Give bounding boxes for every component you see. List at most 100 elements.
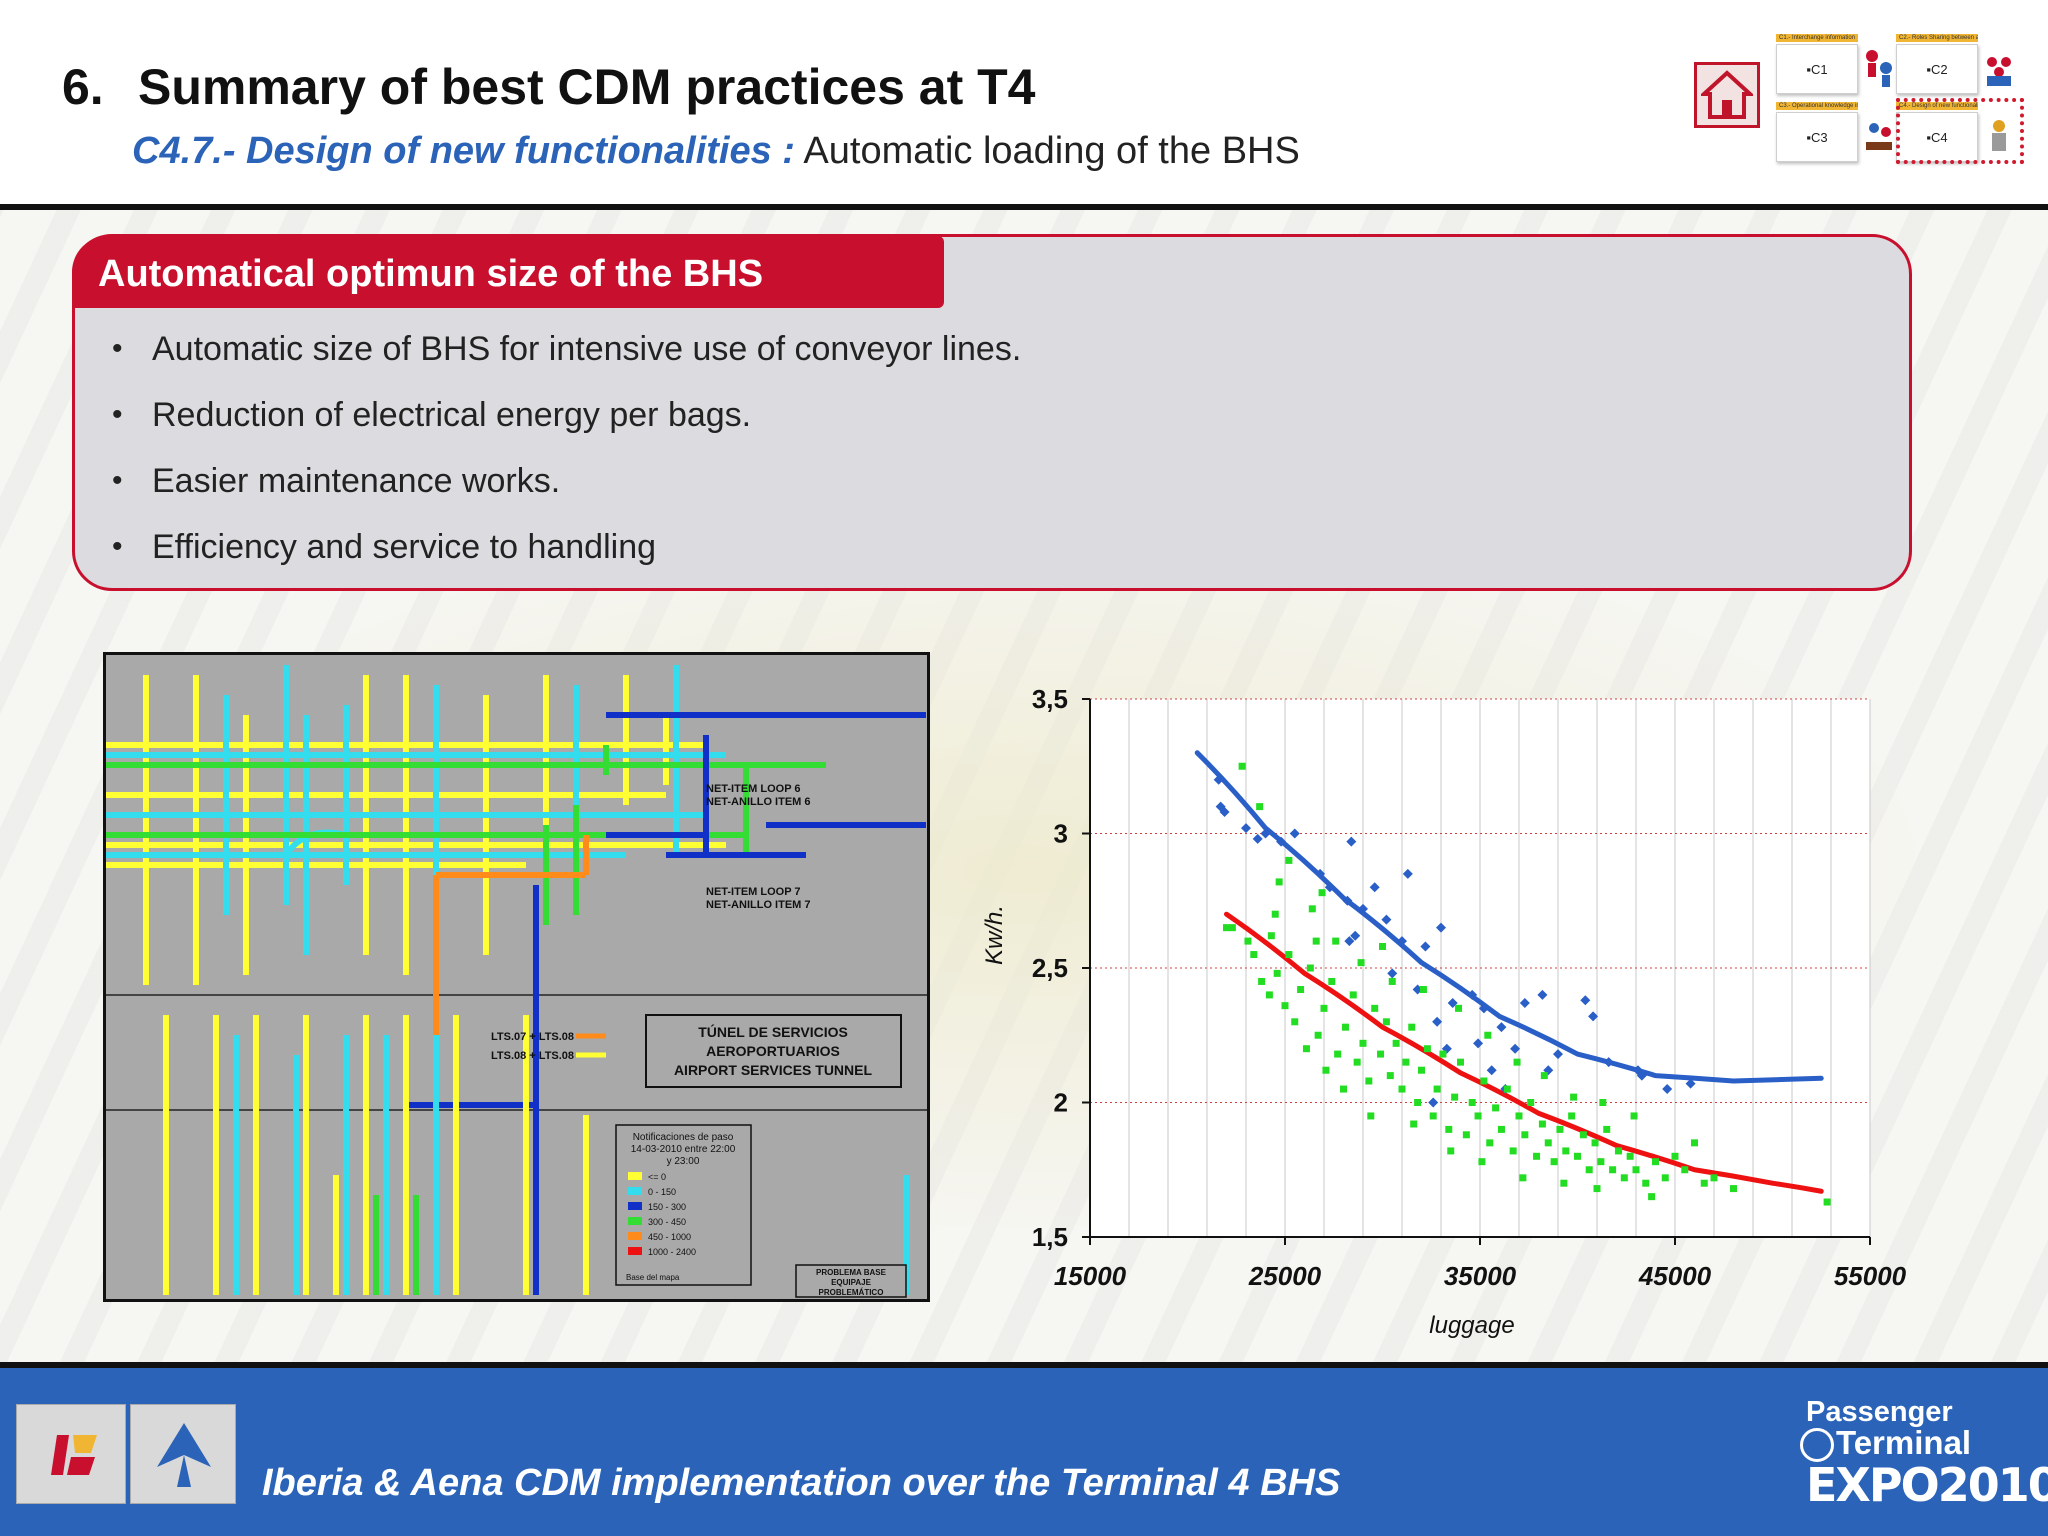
nav-c3[interactable]: C3.- Operational knowledge interchange ▪… [1776, 102, 1896, 164]
header-divider [0, 204, 2048, 210]
data-point-blue [1387, 968, 1398, 979]
data-point-green [1308, 905, 1316, 913]
x-tick-label: 55000 [1834, 1261, 1907, 1291]
data-point-blue [1402, 868, 1413, 879]
data-point-green [1447, 1147, 1455, 1155]
meeting-icon [1866, 123, 1892, 150]
data-point-green [1591, 1139, 1599, 1147]
data-point-blue [1219, 806, 1230, 817]
problem-label-2: EQUIPAJE [831, 1278, 872, 1287]
data-point-green [1632, 1166, 1640, 1174]
data-point-blue [1369, 882, 1380, 893]
section-nav: C1.- Interchange information ▪C1 C2.- Ro… [1776, 34, 2020, 164]
data-point-green [1265, 991, 1273, 999]
data-point-green [1445, 1125, 1453, 1133]
data-point-green [1297, 986, 1305, 994]
slide-title: Summary of best CDM practices at T4 [138, 59, 1036, 115]
data-point-green [1497, 1125, 1505, 1133]
data-point-green [1332, 937, 1340, 945]
slide-footer [0, 1368, 2048, 1536]
data-point-green [1642, 1179, 1650, 1187]
data-point-green [1302, 1045, 1310, 1053]
data-point-blue [1315, 868, 1326, 879]
nav-c1[interactable]: C1.- Interchange information ▪C1 [1776, 34, 1896, 96]
data-point-green [1382, 1018, 1390, 1026]
y-tick-label: 3,5 [1032, 684, 1068, 714]
x-tick-label: 15000 [1054, 1261, 1127, 1291]
data-point-green [1392, 1039, 1400, 1047]
data-point-green [1318, 889, 1326, 897]
data-point-green [1250, 951, 1258, 959]
data-point-green [1357, 959, 1365, 967]
legend-item: <= 0 [648, 1172, 666, 1182]
globe-icon [1800, 1428, 1834, 1462]
legend-item: 300 - 450 [648, 1217, 686, 1227]
data-point-green [1451, 1093, 1459, 1101]
data-point-green [1484, 1031, 1492, 1039]
y-tick-label: 3 [1054, 819, 1068, 849]
data-point-green [1630, 1112, 1638, 1120]
bhs-map-drawing: TÚNEL DE SERVICIOS AEROPORTUARIOS AIRPOR… [106, 665, 927, 1298]
subtitle-accent: C4.7.- Design of new functionalities : [132, 130, 795, 172]
data-point-blue [1346, 836, 1357, 847]
data-point-green [1614, 1147, 1622, 1155]
data-point-green [1661, 1174, 1669, 1182]
nav-label: ▪C2 [1896, 44, 1978, 94]
legend-item: 150 - 300 [648, 1202, 686, 1212]
data-point-blue [1252, 833, 1263, 844]
data-point-green [1503, 1085, 1511, 1093]
y-tick-label: 2,5 [1032, 953, 1068, 983]
data-point-green [1273, 969, 1281, 977]
data-point-green [1700, 1179, 1708, 1187]
panel-heading: Automatical optimun size of the BHS [72, 236, 944, 308]
data-point-green [1349, 991, 1357, 999]
data-point-green [1408, 1023, 1416, 1031]
subtitle-rest: Automatic loading of the BHS [794, 130, 1300, 172]
data-point-blue [1260, 828, 1271, 839]
aena-logo-mark [157, 1423, 211, 1487]
home-button[interactable] [1694, 62, 1760, 128]
data-point-blue [1478, 1003, 1489, 1014]
data-point-green [1593, 1185, 1601, 1193]
legend-title: Notificaciones de paso [633, 1132, 734, 1143]
data-point-green [1509, 1147, 1517, 1155]
legend-item: 450 - 1000 [648, 1232, 691, 1242]
nav-c4[interactable]: C4.- Design of new functionalities ▪C4 [1896, 102, 2016, 164]
data-point-green [1568, 1112, 1576, 1120]
data-point-blue [1580, 995, 1591, 1006]
data-point-blue [1397, 936, 1407, 947]
data-point-green [1462, 1131, 1470, 1139]
nav-caption: C4.- Design of new functionalities [1896, 102, 1978, 110]
legend-item: 1000 - 2400 [648, 1247, 696, 1257]
nav-caption: C3.- Operational knowledge interchange [1776, 102, 1858, 110]
nav-label: ▪C1 [1776, 44, 1858, 94]
data-point-green [1620, 1174, 1628, 1182]
net-label-1: NET-ITEM LOOP 6 [706, 783, 801, 795]
footer-text: Iberia & Aena CDM implementation over th… [262, 1462, 1341, 1504]
energy-chart-svg: 15000 25000 35000 45000 55000 1,5 2 2,5 3 3,5 Kw/… [981, 684, 1907, 1339]
bhs-map: TÚNEL DE SERVICIOS AEROPORTUARIOS AIRPOR… [103, 652, 930, 1302]
data-point-green [1533, 1152, 1541, 1160]
data-point-blue [1350, 930, 1361, 941]
nav-caption: C2.- Roles Sharing between airport & air… [1896, 34, 1978, 42]
data-point-green [1599, 1099, 1607, 1106]
data-point-green [1579, 1131, 1587, 1139]
data-point-blue [1486, 1065, 1497, 1076]
data-point-blue [1496, 1022, 1507, 1033]
nav-label: ▪C4 [1896, 112, 1978, 162]
data-point-green [1433, 1085, 1441, 1093]
data-point-green [1271, 910, 1279, 918]
x-tick-label: 25000 [1248, 1261, 1322, 1291]
data-point-green [1275, 878, 1283, 886]
data-point-green [1322, 1066, 1330, 1074]
data-point-blue [1662, 1084, 1673, 1095]
data-point-blue [1324, 882, 1335, 893]
data-point-green [1585, 1166, 1593, 1174]
data-point-green [1492, 1104, 1500, 1112]
data-point-blue [1344, 936, 1355, 947]
y-tick-label: 1,5 [1032, 1222, 1068, 1252]
nav-label: ▪C3 [1776, 112, 1858, 162]
nav-c2[interactable]: C2.- Roles Sharing between airport & air… [1896, 34, 2016, 96]
data-point-green [1340, 1085, 1347, 1093]
data-point-green [1402, 1058, 1410, 1066]
